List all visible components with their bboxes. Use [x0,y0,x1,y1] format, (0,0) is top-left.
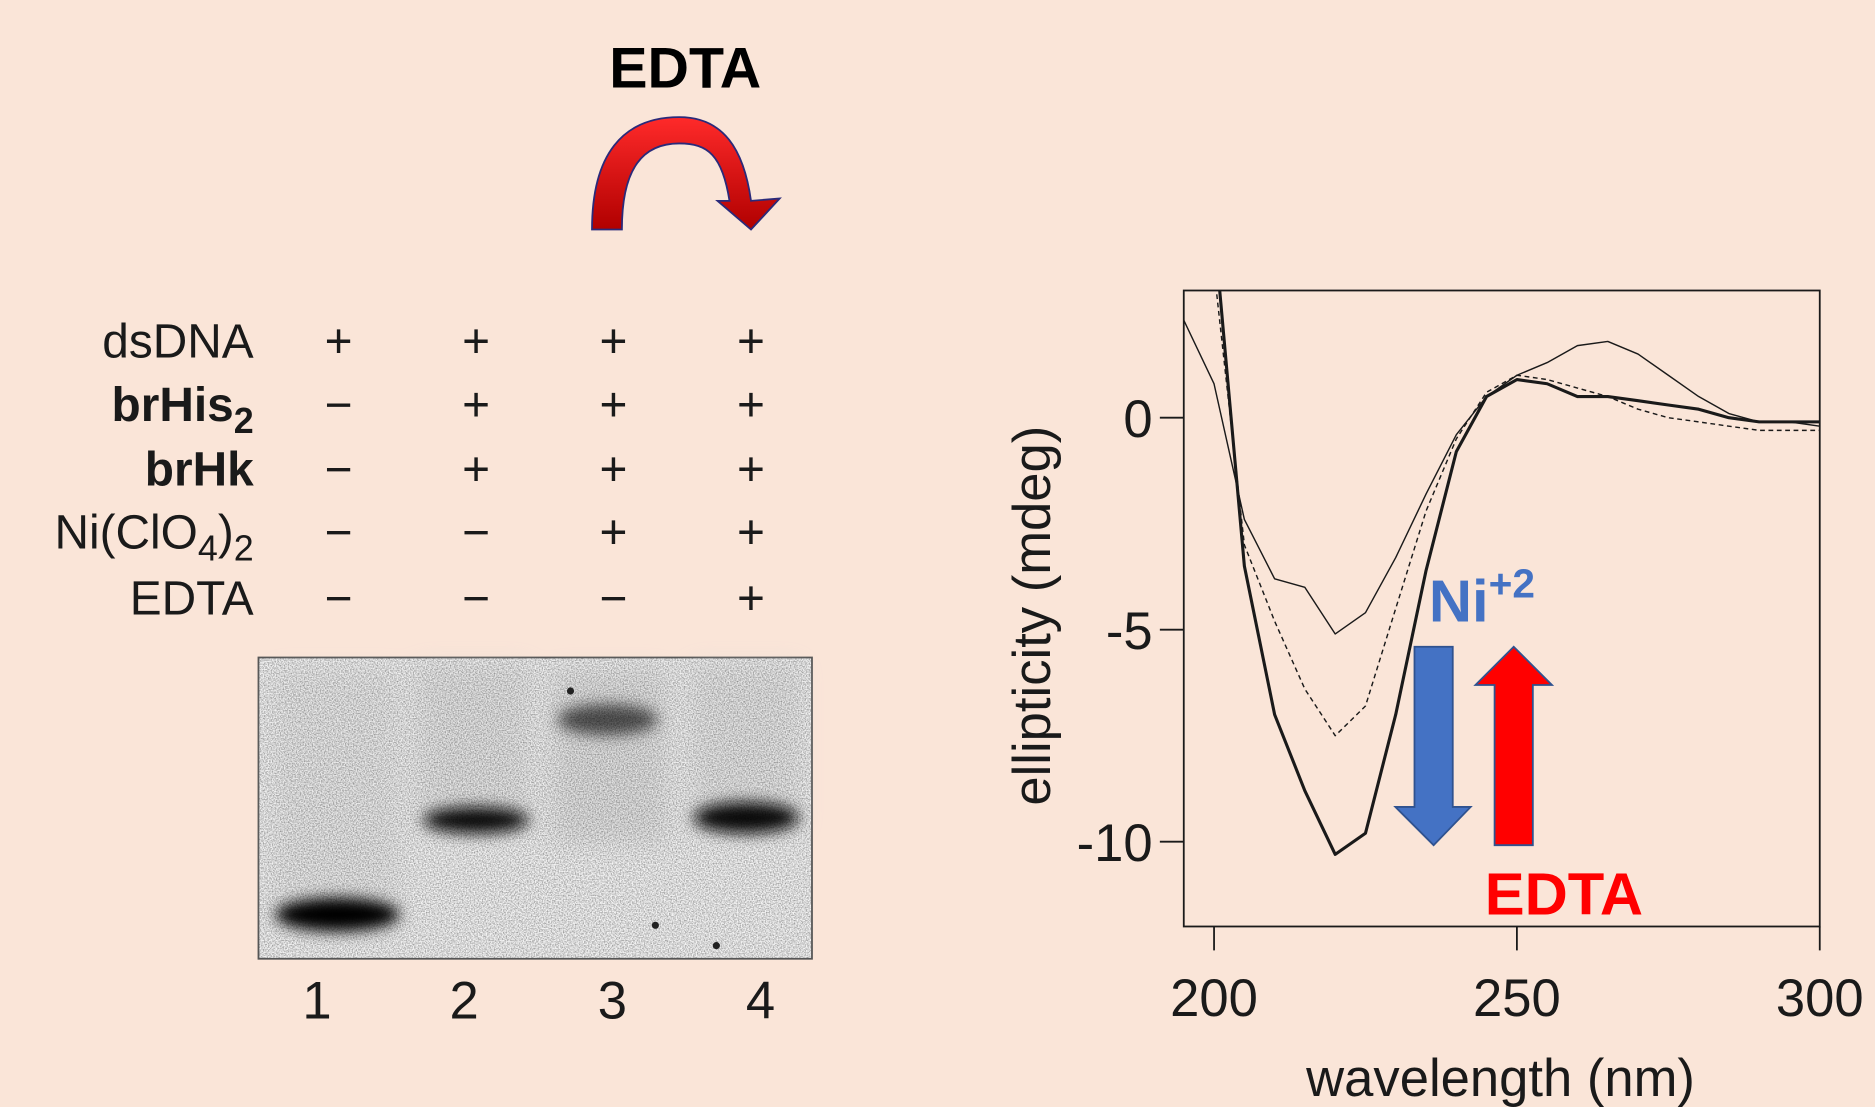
lane-sign: + [462,315,490,368]
x-tick-label: 200 [1170,969,1258,1028]
x-tick-label: 300 [1776,969,1864,1028]
row-label-part: EDTA [130,572,254,625]
ni-superscript: +2 [1489,561,1535,607]
lane-sign: + [737,572,765,625]
lane-sign: − [462,507,490,560]
gel-image [258,658,812,959]
lane-sign: + [737,443,765,496]
ni-text: Ni [1429,568,1489,635]
lane-sign: + [737,315,765,368]
lane-sign: + [462,443,490,496]
row-label: EDTA [130,572,254,625]
lane-sign: + [737,379,765,432]
row-label: dsDNA [102,315,254,368]
lane-sign: + [325,315,353,368]
lane-number: 3 [598,972,627,1031]
lane-number: 4 [746,972,775,1031]
lane-sign: + [737,507,765,560]
row-label-part: 4 [198,529,218,569]
lane-sign: + [600,379,628,432]
row-label: Ni(ClO4)2 [54,507,253,569]
lane-sign: − [325,443,353,496]
lane-sign: − [325,572,353,625]
figure: EDTA Ni+2 EDTA wavelength (nm) elliptici… [0,0,1875,1107]
lane-sign: + [600,315,628,368]
x-tick-label: 250 [1473,969,1561,1028]
row-label-part: 2 [234,401,254,441]
lane-sign: + [600,443,628,496]
y-tick-label: -5 [1106,602,1153,661]
lane-number: 2 [449,972,478,1031]
y-tick-label: -10 [1077,814,1153,873]
lane-sign: + [462,379,490,432]
row-label-part: brHis [112,379,234,432]
row-label: brHis2 [112,379,254,441]
row-label: brHk [145,443,254,496]
lane-sign: − [600,572,628,625]
lane-sign: − [325,507,353,560]
gel-header: EDTA [609,36,761,100]
lane-sign: − [325,379,353,432]
lane-sign: + [600,507,628,560]
lane-sign: − [462,572,490,625]
x-axis-label: wavelength (nm) [1305,1049,1695,1107]
page: {"gel": { "header": "EDTA", "rows": [ {"… [0,0,1875,1107]
y-axis-label: ellipticity (mdeg) [1003,426,1062,806]
row-label-part: brHk [145,443,254,496]
row-label-part: ) [218,507,234,560]
lane-number: 1 [302,972,331,1031]
row-label-part: dsDNA [102,315,254,368]
row-label-part: Ni(ClO [54,507,197,560]
edta-annotation: EDTA [1485,861,1643,928]
y-tick-label: 0 [1123,390,1152,449]
row-label-part: 2 [234,529,254,569]
